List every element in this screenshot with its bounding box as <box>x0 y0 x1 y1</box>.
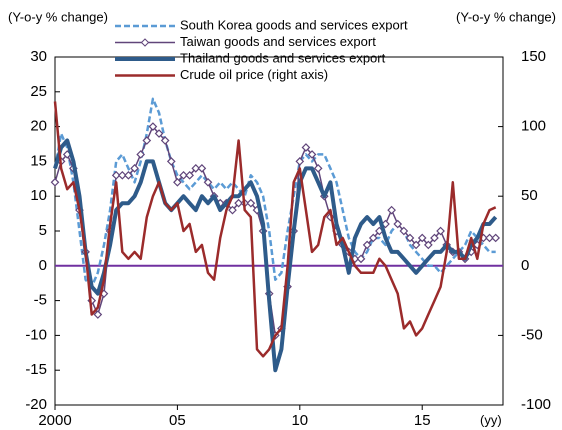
series-marker <box>203 177 213 187</box>
y2-tick-label: 0 <box>521 257 529 274</box>
y2-tick-label: 100 <box>521 118 546 135</box>
legend-label: Thailand goods and services export <box>180 50 386 65</box>
y-tick-label: -20 <box>25 396 47 413</box>
series-marker <box>399 226 409 236</box>
y-tick-label: 15 <box>30 152 47 169</box>
series-marker <box>111 170 121 180</box>
series-marker <box>228 205 237 215</box>
series-marker <box>160 136 170 145</box>
legend-label: Taiwan goods and services export <box>180 34 376 49</box>
y-tick-label: 5 <box>39 222 47 239</box>
y-tick-label: 0 <box>39 257 47 274</box>
series-marker <box>136 150 146 159</box>
series-line <box>53 138 498 373</box>
series-marker <box>295 157 305 166</box>
x-tick-label: 05 <box>169 412 186 429</box>
y2-axis-label: (Y-o-y % change) <box>456 9 556 24</box>
y-tick-label: 20 <box>30 118 47 135</box>
y2-tick-label: 150 <box>521 48 546 65</box>
y-tick-label: 10 <box>30 187 47 204</box>
x-tick-label: 10 <box>291 412 308 429</box>
y-tick-label: -15 <box>25 361 47 378</box>
series-marker <box>411 240 421 250</box>
series-marker <box>362 240 372 250</box>
series-line <box>53 97 496 288</box>
legend-label: Crude oil price (right axis) <box>180 67 328 82</box>
series-marker <box>393 219 403 229</box>
series-marker <box>197 164 207 173</box>
y-axis-label: (Y-o-y % change) <box>8 9 108 24</box>
series-marker <box>356 254 366 264</box>
series-marker <box>387 205 396 215</box>
series-marker <box>405 233 415 243</box>
x-axis-label: (yy) <box>480 412 502 427</box>
series-marker <box>50 177 60 187</box>
legend-label: South Korea goods and services export <box>180 17 408 32</box>
series-marker <box>491 233 501 243</box>
y-tick-label: -10 <box>25 326 47 343</box>
y2-tick-label: -50 <box>521 326 543 343</box>
series-marker <box>246 198 256 208</box>
legend-marker <box>140 38 150 47</box>
series-marker <box>117 170 127 180</box>
series-marker <box>436 226 445 236</box>
series-marker <box>313 164 323 173</box>
series-marker <box>154 129 164 138</box>
series-marker <box>307 150 317 159</box>
series-marker <box>417 233 427 243</box>
series-marker <box>124 170 133 180</box>
series-marker <box>191 164 201 173</box>
series-marker <box>301 143 311 152</box>
y-tick-label: 30 <box>30 48 47 65</box>
y-tick-label: -5 <box>34 292 47 309</box>
series-marker <box>166 157 176 166</box>
series-marker <box>234 198 243 208</box>
series-marker <box>423 240 433 250</box>
series-marker <box>430 233 439 243</box>
series-marker <box>148 122 158 131</box>
x-tick-label: 2000 <box>38 412 71 429</box>
y2-tick-label: 50 <box>521 187 538 204</box>
series-line <box>53 101 497 358</box>
series-marker <box>368 233 378 243</box>
series-marker <box>179 170 188 180</box>
series-marker <box>130 164 139 173</box>
series-marker <box>185 170 194 180</box>
y-tick-label: 25 <box>30 83 47 100</box>
series-marker <box>173 177 182 187</box>
series-marker <box>93 310 103 319</box>
y2-tick-label: -100 <box>521 396 551 413</box>
series-marker <box>485 233 494 243</box>
x-tick-label: 15 <box>414 412 431 429</box>
series-marker <box>142 136 152 145</box>
